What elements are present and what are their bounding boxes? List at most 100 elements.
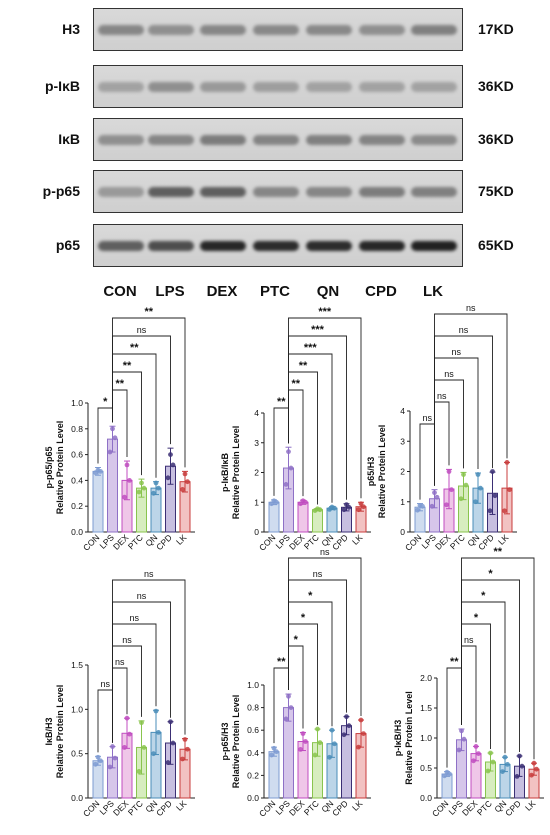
blot-band — [148, 25, 194, 35]
data-point — [490, 469, 495, 474]
molecular-weight-label: 17KD — [478, 21, 514, 37]
blot-band — [411, 135, 457, 145]
lane-label: LPS — [155, 283, 185, 300]
data-point — [180, 487, 185, 492]
blot-band — [200, 25, 246, 35]
blot-band — [200, 82, 246, 92]
significance-label: * — [294, 634, 299, 646]
blot-strip — [93, 65, 463, 108]
significance-bracket — [419, 423, 435, 500]
molecular-weight-label: 65KD — [478, 237, 514, 253]
blot-band — [98, 135, 144, 145]
blot-band — [148, 187, 194, 197]
y-tick-label: 1.0 — [71, 398, 83, 408]
blot-band — [359, 82, 405, 92]
data-point — [471, 758, 476, 764]
y-tick-label: 0.8 — [71, 424, 83, 434]
data-point — [107, 764, 113, 770]
significance-label: * — [488, 568, 493, 580]
significance-label: ns — [451, 347, 461, 357]
significance-label: *** — [318, 306, 332, 318]
data-point — [519, 763, 525, 769]
blot-band — [306, 135, 352, 145]
data-point — [269, 752, 274, 758]
data-point — [458, 496, 464, 502]
data-point — [473, 499, 478, 505]
data-point — [507, 487, 512, 493]
significance-label: ns — [137, 325, 147, 335]
data-point — [136, 489, 142, 495]
y-tick-label: 0.0 — [71, 793, 83, 803]
data-point — [288, 465, 294, 471]
significance-bracket — [288, 601, 333, 727]
significance-label: ns — [422, 413, 432, 423]
blot-band — [306, 241, 352, 251]
significance-label: * — [301, 612, 306, 624]
x-tick-label: CPD — [503, 798, 523, 818]
data-point — [476, 751, 481, 756]
blot-band — [253, 82, 299, 92]
bar — [297, 501, 309, 533]
significance-label: *** — [304, 342, 318, 354]
y-tick-label: 2 — [254, 468, 259, 478]
x-tick-label: PTC — [448, 532, 467, 551]
data-point — [346, 504, 352, 510]
lane-label: CPD — [365, 283, 397, 300]
molecular-weight-label: 36KD — [478, 131, 514, 147]
x-tick-label: LK — [350, 532, 365, 547]
data-point — [459, 728, 464, 734]
y-tick-label: 1.5 — [71, 660, 83, 670]
blot-band — [98, 82, 144, 92]
blot-band — [359, 25, 405, 35]
significance-label: ns — [320, 547, 330, 557]
significance-bracket — [461, 601, 506, 754]
y-tick-label: 1.0 — [420, 733, 432, 743]
blot-band — [359, 241, 405, 251]
y-tick-label: 0 — [254, 527, 259, 537]
data-point — [332, 741, 337, 747]
significance-label: ns — [459, 325, 469, 335]
significance-label: ** — [450, 656, 459, 668]
data-point — [139, 480, 144, 486]
data-point — [502, 754, 508, 760]
x-tick-label: LK — [496, 532, 511, 547]
significance-bracket — [112, 579, 186, 743]
lane-label: DEX — [206, 283, 238, 300]
significance-label: ns — [137, 591, 147, 601]
x-tick-label: CPD — [154, 798, 174, 818]
data-point — [531, 760, 537, 766]
data-point — [356, 744, 361, 750]
data-point — [122, 745, 127, 750]
y-axis-label: Relative Protein Level — [231, 426, 241, 520]
data-point — [317, 740, 323, 746]
data-point — [283, 716, 289, 722]
bar-chart-1: 0.0 0.2 0.4 0.6 0.8 1.0 p-p65/p65 Relative Prot… — [44, 306, 195, 553]
significance-bracket — [461, 557, 535, 760]
data-point — [139, 720, 144, 726]
significance-bracket — [434, 313, 508, 486]
lane-label: LK — [423, 283, 443, 300]
y-axis-label: p-p65/p65 — [44, 446, 54, 488]
data-point — [485, 768, 491, 774]
blot-strip — [93, 224, 463, 267]
bar — [268, 751, 280, 799]
data-point — [153, 708, 159, 714]
data-point — [124, 715, 130, 721]
significance-label: * — [103, 396, 108, 408]
y-axis-label: Relative Protein Level — [55, 421, 65, 515]
significance-bracket — [288, 557, 362, 717]
data-point — [346, 723, 352, 729]
data-point — [446, 469, 452, 474]
blot-band — [253, 187, 299, 197]
data-point — [492, 493, 498, 499]
y-tick-label: 0.4 — [247, 748, 259, 758]
significance-label: ns — [313, 569, 323, 579]
y-tick-label: 1.5 — [420, 703, 432, 713]
data-point — [432, 490, 437, 496]
data-point — [461, 472, 466, 477]
data-point — [122, 494, 127, 500]
data-point — [170, 740, 176, 746]
data-point — [124, 462, 130, 468]
blot-label: p-p65 — [42, 183, 80, 199]
